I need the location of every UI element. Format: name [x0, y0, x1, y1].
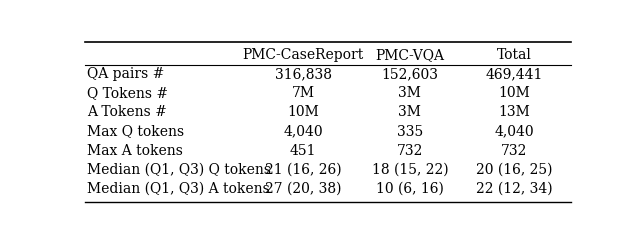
- Text: 27 (20, 38): 27 (20, 38): [265, 182, 342, 196]
- Text: Median (Q1, Q3) Q tokens: Median (Q1, Q3) Q tokens: [88, 163, 271, 177]
- Text: 469,441: 469,441: [485, 67, 543, 81]
- Text: 335: 335: [397, 125, 423, 139]
- Text: 18 (15, 22): 18 (15, 22): [372, 163, 448, 177]
- Text: 316,838: 316,838: [275, 67, 332, 81]
- Text: 10M: 10M: [287, 105, 319, 119]
- Text: 10M: 10M: [498, 86, 530, 100]
- Text: 3M: 3M: [399, 86, 421, 100]
- Text: 732: 732: [501, 144, 527, 158]
- Text: 4,040: 4,040: [284, 125, 323, 139]
- Text: 10 (6, 16): 10 (6, 16): [376, 182, 444, 196]
- Text: 4,040: 4,040: [494, 125, 534, 139]
- Text: 20 (16, 25): 20 (16, 25): [476, 163, 552, 177]
- Text: A Tokens #: A Tokens #: [88, 105, 167, 119]
- Text: PMC-VQA: PMC-VQA: [375, 48, 444, 62]
- Text: 13M: 13M: [498, 105, 530, 119]
- Text: 732: 732: [397, 144, 423, 158]
- Text: QA pairs #: QA pairs #: [88, 67, 165, 81]
- Text: Max A tokens: Max A tokens: [88, 144, 183, 158]
- Text: Q Tokens #: Q Tokens #: [88, 86, 168, 100]
- Text: 451: 451: [290, 144, 316, 158]
- Text: 22 (12, 34): 22 (12, 34): [476, 182, 552, 196]
- Text: 3M: 3M: [399, 105, 421, 119]
- Text: PMC-CaseReport: PMC-CaseReport: [243, 48, 364, 62]
- Text: 21 (16, 26): 21 (16, 26): [265, 163, 342, 177]
- Text: Total: Total: [497, 48, 531, 62]
- Text: Median (Q1, Q3) A tokens: Median (Q1, Q3) A tokens: [88, 182, 270, 196]
- Text: 152,603: 152,603: [381, 67, 438, 81]
- Text: 7M: 7M: [292, 86, 315, 100]
- Text: Max Q tokens: Max Q tokens: [88, 125, 184, 139]
